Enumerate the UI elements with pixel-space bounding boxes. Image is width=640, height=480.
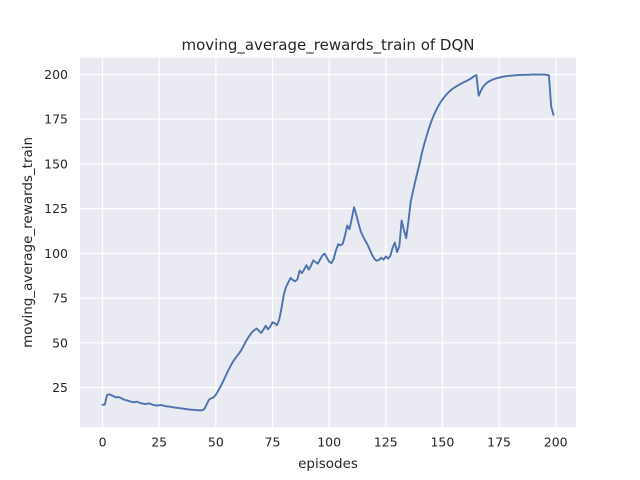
chart-title: moving_average_rewards_train of DQN (181, 36, 474, 55)
y-axis-tick-labels: 25 50 75 100 125 150 175 200 (44, 67, 68, 395)
x-tick-label: 200 (544, 435, 568, 450)
y-tick-label: 175 (44, 112, 68, 127)
x-tick-label: 50 (208, 435, 224, 450)
y-tick-label: 200 (44, 67, 68, 82)
y-tick-label: 125 (44, 201, 68, 216)
x-axis-tick-labels: 0 25 50 75 100 125 150 175 200 (99, 435, 568, 450)
x-tick-label: 100 (317, 435, 341, 450)
y-tick-label: 50 (52, 335, 68, 350)
x-axis-label: episodes (298, 456, 358, 472)
x-tick-label: 150 (430, 435, 454, 450)
plot-area (80, 57, 576, 428)
grid-lines (80, 57, 576, 428)
x-tick-label: 125 (374, 435, 398, 450)
y-axis-label: moving_average_rewards_train (20, 137, 36, 348)
data-line-series (101, 73, 555, 412)
x-tick-label: 25 (151, 435, 167, 450)
y-tick-label: 75 (52, 291, 68, 306)
x-tick-label: 75 (265, 435, 281, 450)
y-tick-label: 25 (52, 380, 68, 395)
y-tick-label: 150 (44, 156, 68, 171)
x-tick-label: 0 (99, 435, 107, 450)
x-tick-label: 175 (487, 435, 511, 450)
y-tick-label: 100 (44, 246, 68, 261)
